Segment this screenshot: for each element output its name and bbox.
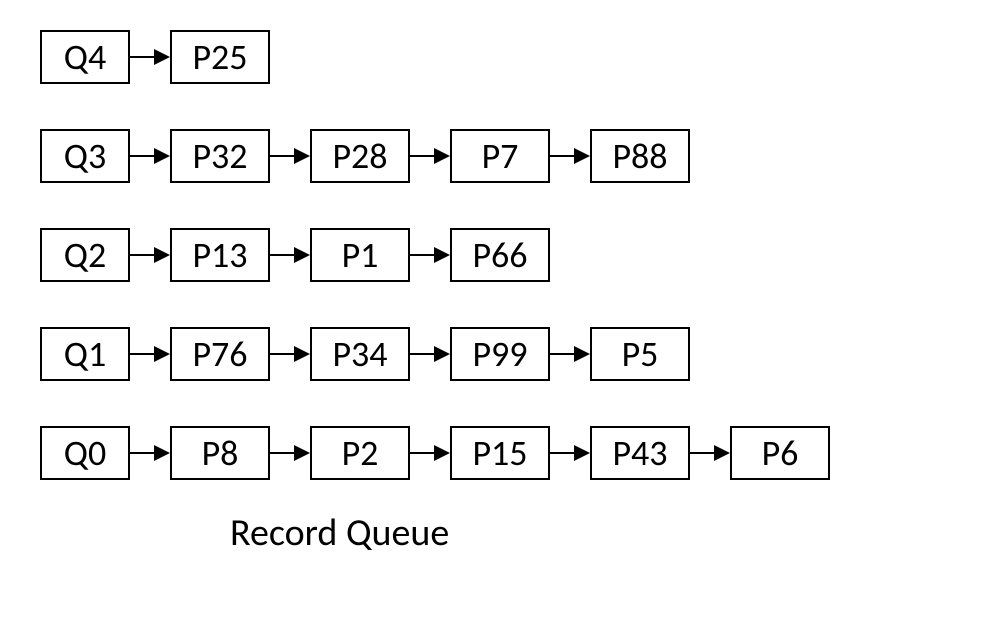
queue-item-node-label: P99 bbox=[472, 332, 527, 376]
queue-item-node-label: P1 bbox=[342, 233, 379, 277]
queue-item-node: P8 bbox=[170, 426, 270, 480]
queue-head-node: Q4 bbox=[40, 30, 130, 84]
queue-item-node-label: P8 bbox=[202, 431, 239, 475]
arrow-icon bbox=[130, 148, 170, 164]
arrow-icon bbox=[270, 247, 310, 263]
queue-item-node: P88 bbox=[590, 129, 690, 183]
queue-head-node: Q0 bbox=[40, 426, 130, 480]
queue-item-node-label: P88 bbox=[612, 134, 667, 178]
queue-row: Q1 P76 P34 P99 P5 bbox=[40, 327, 989, 381]
queue-rows-container: Q4 P25 Q3 P32 P28 P7 P88 Q2 P13 P1 P66 Q1 P76 P34 P99 P… bbox=[40, 30, 989, 480]
queue-item-node-label: P7 bbox=[482, 134, 519, 178]
queue-head-node-label: Q2 bbox=[64, 233, 106, 277]
queue-item-node-label: P76 bbox=[192, 332, 247, 376]
queue-item-node-label: P2 bbox=[342, 431, 379, 475]
arrow-icon bbox=[270, 445, 310, 461]
queue-item-node-label: P43 bbox=[612, 431, 667, 475]
queue-head-node-label: Q1 bbox=[64, 332, 106, 376]
queue-head-node: Q1 bbox=[40, 327, 130, 381]
arrow-icon bbox=[410, 247, 450, 263]
queue-item-node: P34 bbox=[310, 327, 410, 381]
queue-item-node: P25 bbox=[170, 30, 270, 84]
queue-item-node: P13 bbox=[170, 228, 270, 282]
queue-row: Q2 P13 P1 P66 bbox=[40, 228, 989, 282]
arrow-icon bbox=[130, 346, 170, 362]
queue-item-node: P28 bbox=[310, 129, 410, 183]
queue-item-node-label: P13 bbox=[192, 233, 247, 277]
queue-item-node-label: P25 bbox=[192, 35, 247, 79]
arrow-icon bbox=[270, 148, 310, 164]
queue-item-node-label: P32 bbox=[192, 134, 247, 178]
arrow-icon bbox=[410, 148, 450, 164]
arrow-icon bbox=[130, 247, 170, 263]
queue-item-node-label: P66 bbox=[472, 233, 527, 277]
queue-item-node: P66 bbox=[450, 228, 550, 282]
arrow-icon bbox=[550, 346, 590, 362]
queue-row: Q3 P32 P28 P7 P88 bbox=[40, 129, 989, 183]
queue-row: Q0 P8 P2 P15 P43 P6 bbox=[40, 426, 989, 480]
queue-item-node: P32 bbox=[170, 129, 270, 183]
queue-item-node: P7 bbox=[450, 129, 550, 183]
queue-item-node: P43 bbox=[590, 426, 690, 480]
queue-item-node: P1 bbox=[310, 228, 410, 282]
queue-head-node: Q2 bbox=[40, 228, 130, 282]
queue-head-node-label: Q0 bbox=[64, 431, 106, 475]
queue-item-node-label: P28 bbox=[332, 134, 387, 178]
queue-item-node: P15 bbox=[450, 426, 550, 480]
queue-head-node-label: Q4 bbox=[64, 35, 106, 79]
queue-item-node-label: P5 bbox=[622, 332, 659, 376]
queue-item-node: P5 bbox=[590, 327, 690, 381]
diagram-caption: Record Queue bbox=[40, 510, 989, 556]
queue-item-node-label: P34 bbox=[332, 332, 387, 376]
queue-item-node: P6 bbox=[730, 426, 830, 480]
arrow-icon bbox=[550, 148, 590, 164]
queue-item-node: P99 bbox=[450, 327, 550, 381]
arrow-icon bbox=[410, 445, 450, 461]
queue-row: Q4 P25 bbox=[40, 30, 989, 84]
arrow-icon bbox=[130, 445, 170, 461]
queue-item-node: P2 bbox=[310, 426, 410, 480]
arrow-icon bbox=[690, 445, 730, 461]
queue-head-node: Q3 bbox=[40, 129, 130, 183]
queue-item-node-label: P15 bbox=[472, 431, 527, 475]
record-queue-diagram: Q4 P25 Q3 P32 P28 P7 P88 Q2 P13 P1 P66 Q1 P76 P34 P99 P… bbox=[20, 20, 989, 556]
queue-item-node-label: P6 bbox=[762, 431, 799, 475]
arrow-icon bbox=[410, 346, 450, 362]
caption-text: Record Queue bbox=[230, 510, 449, 556]
arrow-icon bbox=[130, 49, 170, 65]
arrow-icon bbox=[270, 346, 310, 362]
queue-head-node-label: Q3 bbox=[64, 134, 106, 178]
queue-item-node: P76 bbox=[170, 327, 270, 381]
arrow-icon bbox=[550, 445, 590, 461]
